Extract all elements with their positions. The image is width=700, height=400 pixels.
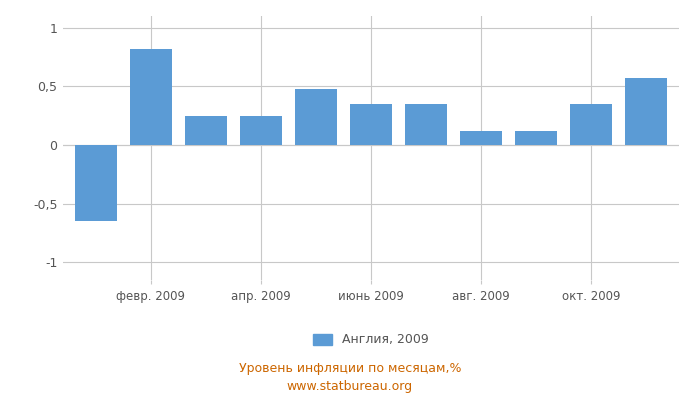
Bar bbox=[405, 104, 447, 145]
Bar bbox=[295, 89, 337, 145]
Legend: Англия, 2009: Англия, 2009 bbox=[308, 328, 434, 352]
Bar bbox=[130, 49, 172, 145]
Text: Уровень инфляции по месяцам,%: Уровень инфляции по месяцам,% bbox=[239, 362, 461, 375]
Bar bbox=[186, 116, 227, 145]
Bar bbox=[625, 78, 666, 145]
Bar bbox=[461, 131, 502, 145]
Bar bbox=[76, 145, 117, 221]
Bar bbox=[351, 104, 391, 145]
Bar bbox=[515, 131, 557, 145]
Bar bbox=[570, 104, 612, 145]
Bar bbox=[240, 116, 281, 145]
Text: www.statbureau.org: www.statbureau.org bbox=[287, 380, 413, 393]
